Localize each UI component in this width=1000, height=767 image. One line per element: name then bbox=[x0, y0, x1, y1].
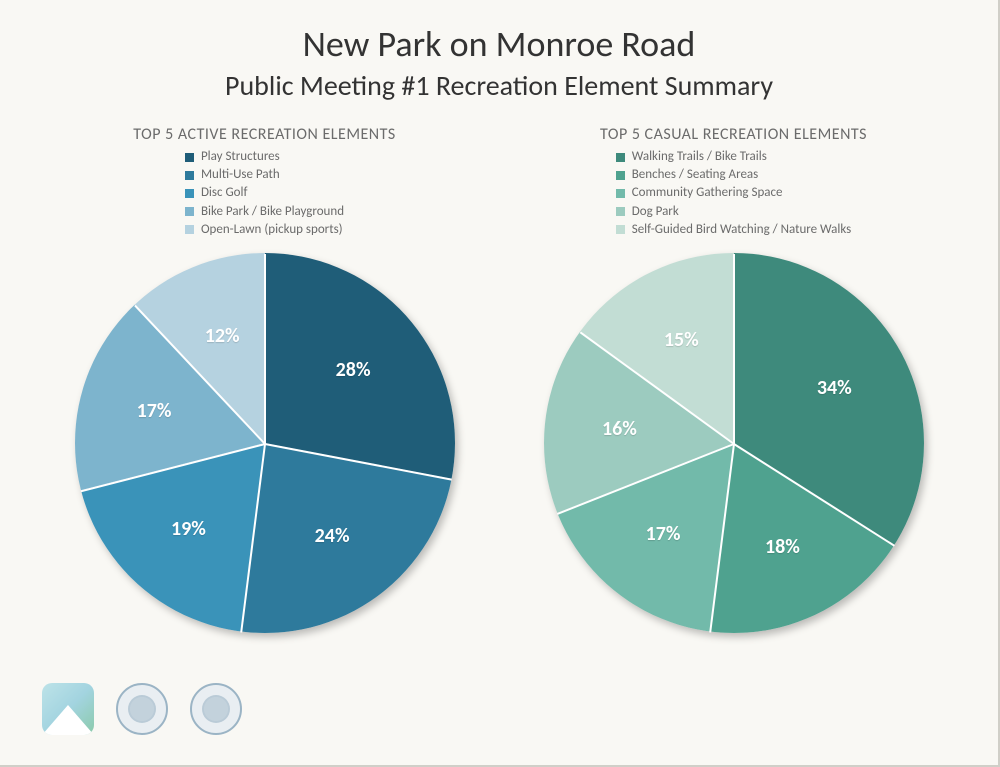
active-pie-wrap: 28% 24% 19% 17% 12% bbox=[75, 253, 455, 633]
legend-label: Walking Trails / Bike Trails bbox=[632, 148, 767, 166]
casual-pie-wrap: 34% 18% 17% 16% 15% bbox=[544, 253, 924, 633]
casual-chart-block: TOP 5 CASUAL RECREATION ELEMENTS Walking… bbox=[509, 125, 959, 633]
header: New Park on Monroe Road Public Meeting #… bbox=[0, 0, 998, 103]
legend-item: Walking Trails / Bike Trails bbox=[616, 148, 852, 166]
active-chart-block: TOP 5 ACTIVE RECREATION ELEMENTS Play St… bbox=[40, 125, 490, 633]
legend-item: Multi-Use Path bbox=[185, 166, 344, 184]
pie-slice-label: 15% bbox=[664, 328, 699, 352]
pie-slice-label: 34% bbox=[817, 376, 852, 400]
legend-swatch bbox=[185, 171, 194, 180]
pie-slice-label: 16% bbox=[602, 417, 637, 441]
footer-logos bbox=[42, 683, 242, 735]
legend-label: Dog Park bbox=[632, 203, 679, 221]
pie-slice-label: 28% bbox=[336, 358, 371, 382]
legend-swatch bbox=[616, 153, 625, 162]
legend-item: Dog Park bbox=[616, 203, 852, 221]
charts-row: TOP 5 ACTIVE RECREATION ELEMENTS Play St… bbox=[0, 125, 998, 633]
parks-logo-icon bbox=[42, 683, 94, 735]
state-seal-icon bbox=[190, 683, 242, 735]
casual-pie bbox=[544, 253, 924, 633]
legend-swatch bbox=[616, 171, 625, 180]
casual-chart-title: TOP 5 CASUAL RECREATION ELEMENTS bbox=[600, 125, 867, 144]
legend-item: Benches / Seating Areas bbox=[616, 166, 852, 184]
casual-chart-legend: Walking Trails / Bike TrailsBenches / Se… bbox=[616, 148, 852, 239]
legend-swatch bbox=[616, 189, 625, 198]
active-pie bbox=[75, 253, 455, 633]
legend-item: Play Structures bbox=[185, 148, 344, 166]
page-subtitle: Public Meeting #1 Recreation Element Sum… bbox=[0, 68, 998, 103]
pie-slice-label: 17% bbox=[137, 399, 172, 423]
active-chart-legend: Play StructuresMulti-Use PathDisc GolfBi… bbox=[185, 148, 344, 239]
legend-item: Open-Lawn (pickup sports) bbox=[185, 221, 344, 239]
legend-swatch bbox=[616, 207, 625, 216]
pie-slice-label: 18% bbox=[765, 535, 800, 559]
active-chart-title: TOP 5 ACTIVE RECREATION ELEMENTS bbox=[133, 125, 395, 144]
pie-slice-label: 12% bbox=[205, 324, 240, 348]
legend-label: Self-Guided Bird Watching / Nature Walks bbox=[632, 221, 852, 239]
legend-label: Multi-Use Path bbox=[201, 166, 280, 184]
legend-item: Community Gathering Space bbox=[616, 184, 852, 202]
legend-swatch bbox=[185, 207, 194, 216]
legend-label: Disc Golf bbox=[201, 184, 248, 202]
pie-slice-label: 24% bbox=[315, 524, 350, 548]
page-title: New Park on Monroe Road bbox=[0, 22, 998, 66]
legend-swatch bbox=[185, 189, 194, 198]
pie-slice-label: 17% bbox=[646, 522, 681, 546]
legend-item: Disc Golf bbox=[185, 184, 344, 202]
legend-label: Benches / Seating Areas bbox=[632, 166, 759, 184]
county-seal-icon bbox=[116, 683, 168, 735]
legend-swatch bbox=[185, 153, 194, 162]
legend-label: Community Gathering Space bbox=[632, 184, 783, 202]
legend-item: Self-Guided Bird Watching / Nature Walks bbox=[616, 221, 852, 239]
legend-swatch bbox=[185, 225, 194, 234]
legend-label: Bike Park / Bike Playground bbox=[201, 203, 344, 221]
pie-slice-label: 19% bbox=[171, 517, 206, 541]
legend-item: Bike Park / Bike Playground bbox=[185, 203, 344, 221]
legend-swatch bbox=[616, 225, 625, 234]
legend-label: Play Structures bbox=[201, 148, 280, 166]
legend-label: Open-Lawn (pickup sports) bbox=[201, 221, 343, 239]
